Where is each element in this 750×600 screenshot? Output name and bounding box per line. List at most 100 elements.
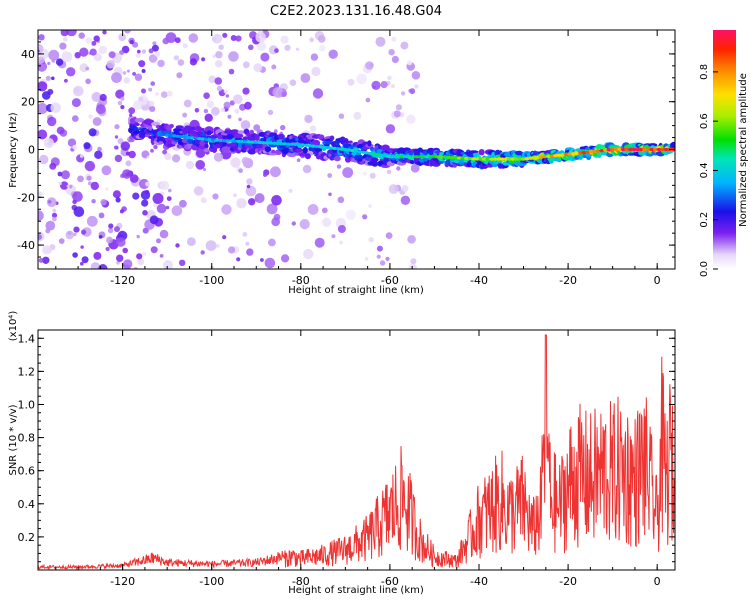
y-tick-label: 1.0 <box>18 398 36 411</box>
heatmap-cell <box>149 105 156 112</box>
heatmap-cell <box>98 235 103 239</box>
heatmap-cell <box>213 152 224 162</box>
heatmap-cell <box>648 143 658 147</box>
heatmap-cell <box>309 37 314 43</box>
heatmap-cell <box>85 37 93 44</box>
heatmap-cell <box>327 173 333 178</box>
heatmap-cell <box>300 73 311 83</box>
heatmap-cell <box>179 199 187 208</box>
heatmap-cell <box>79 47 89 57</box>
heatmap-cell <box>407 60 413 66</box>
heatmap-cell <box>72 115 79 122</box>
heatmap-cell <box>468 150 479 154</box>
heatmap-cell <box>51 212 58 218</box>
heatmap-cell <box>166 196 172 202</box>
heatmap-cell <box>165 205 170 210</box>
heatmap-cell <box>71 98 81 108</box>
heatmap-cell <box>68 184 73 189</box>
heatmap-cell <box>333 156 341 162</box>
y-tick-label: 0.8 <box>18 432 36 445</box>
heatmap-cell <box>132 192 140 200</box>
heatmap-cell <box>148 87 153 92</box>
heatmap-cell <box>341 140 350 144</box>
heatmap-cell <box>317 35 326 43</box>
snr-frame <box>37 329 676 571</box>
heatmap-cell <box>247 149 256 155</box>
heatmap-cell <box>39 154 49 165</box>
heatmap-cell <box>150 148 154 153</box>
heatmap-cell <box>337 196 345 204</box>
heatmap-cell <box>141 49 147 54</box>
x-tick-label: -100 <box>199 274 224 287</box>
heatmap-cell <box>95 104 106 115</box>
colorbar-tick-label: 0.4 <box>699 162 710 178</box>
heatmap-cell <box>624 147 630 152</box>
heatmap-cell <box>58 181 62 186</box>
heatmap-cell <box>309 125 317 132</box>
heatmap-cell <box>489 157 494 161</box>
heatmap-cell <box>304 153 311 160</box>
heatmap-cell <box>57 171 63 177</box>
heatmap-cell <box>168 188 172 193</box>
heatmap-cell <box>74 52 81 59</box>
x-tick-label: -60 <box>381 274 399 287</box>
heatmap-cell <box>149 215 159 225</box>
heatmap-cell <box>46 197 57 208</box>
heatmap-cell <box>362 214 368 220</box>
heatmap-cell <box>119 209 124 214</box>
heatmap-cell <box>169 123 174 129</box>
heatmap-cell <box>409 88 416 95</box>
heatmap-cell <box>48 200 52 204</box>
heatmap-cell <box>421 155 427 159</box>
heatmap-cell <box>120 105 125 110</box>
heatmap-cell <box>390 84 396 89</box>
heatmap-cell <box>91 40 97 46</box>
colorbar-tick-label: 0.0 <box>699 261 710 277</box>
heatmap-cell <box>59 42 67 50</box>
heatmap-cell <box>164 153 172 161</box>
heatmap-cell <box>246 178 253 185</box>
heatmap-cell <box>154 51 161 57</box>
snr-y-axis: 0.2 0.4 0.6 0.8 1.0 1.2 1.4 <box>18 332 675 571</box>
heatmap-cell <box>173 55 179 61</box>
heatmap-cell <box>385 232 393 240</box>
heatmap-cell <box>117 138 124 145</box>
heatmap-cell <box>414 84 419 89</box>
heatmap-cell <box>94 150 103 159</box>
heatmap-cell <box>204 148 209 153</box>
heatmap-cell <box>47 61 51 65</box>
heatmap-cell <box>114 226 120 233</box>
heatmap-cell <box>204 126 214 133</box>
heatmap-cell <box>43 137 55 149</box>
y-tick-label: 20 <box>21 96 35 109</box>
heatmap-cell <box>424 155 430 159</box>
heatmap-cell <box>345 209 357 220</box>
heatmap-cell <box>220 107 226 113</box>
heatmap-cell <box>245 241 250 246</box>
x-tick-label: -80 <box>292 274 310 287</box>
heatmap-cell <box>47 116 57 127</box>
heatmap-cell <box>187 237 196 247</box>
heatmap-cell <box>339 240 344 245</box>
heatmap-cell <box>328 192 332 197</box>
heatmap-cell <box>271 217 281 227</box>
heatmap-cell <box>223 101 231 109</box>
heatmap-cell <box>331 234 336 239</box>
heatmap-cell <box>98 45 107 55</box>
heatmap-cell <box>45 75 51 81</box>
heatmap-cell <box>203 92 210 99</box>
heatmap-cell <box>73 85 84 97</box>
heatmap-cell <box>485 164 494 168</box>
heatmap-cell <box>118 33 127 42</box>
heatmap-cell <box>120 96 125 101</box>
heatmap-cell <box>129 40 134 45</box>
heatmap-cell <box>240 120 251 130</box>
heatmap-cell <box>114 135 119 139</box>
heatmap-cell <box>278 142 284 146</box>
heatmap-cell <box>52 208 57 213</box>
heatmap-cell <box>356 73 368 85</box>
heatmap-cells <box>38 30 675 269</box>
heatmap-cell <box>212 54 216 59</box>
heatmap-cell <box>137 49 141 54</box>
